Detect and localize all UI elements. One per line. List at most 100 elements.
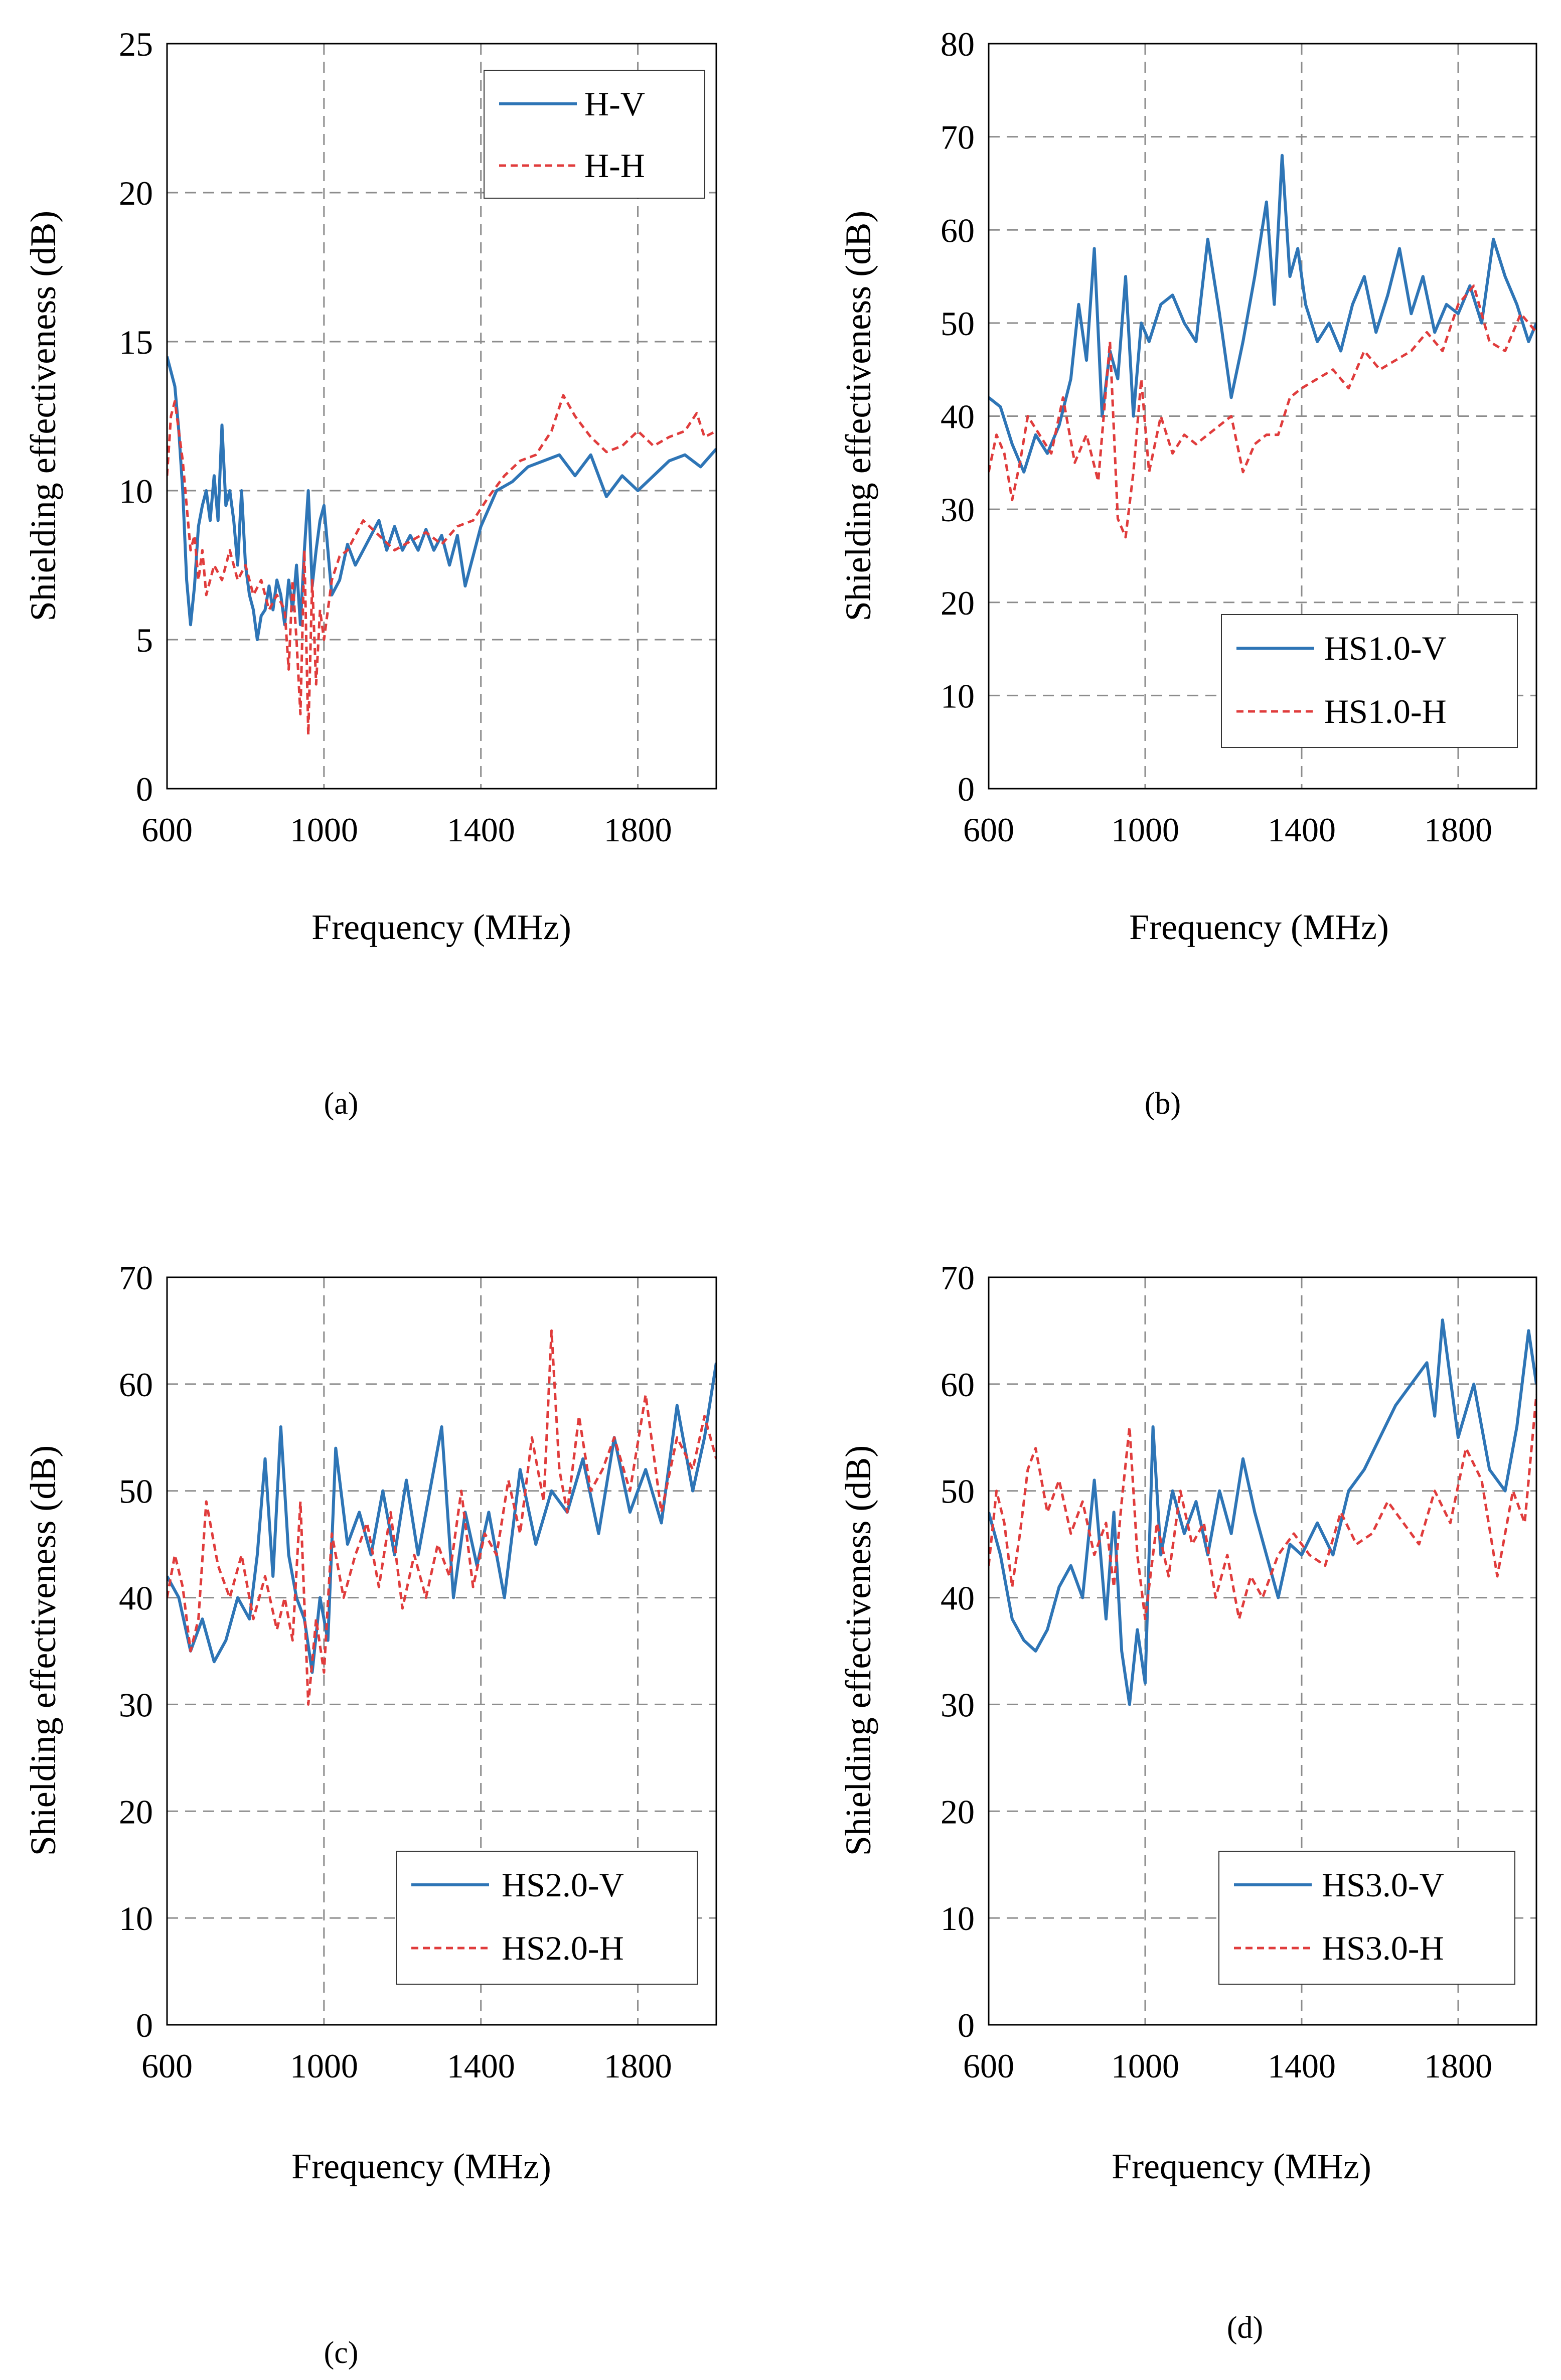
plot-frame [988, 1276, 1537, 2026]
x-tick-label: 1000 [290, 2047, 358, 2085]
x-tick-label: 1800 [1424, 811, 1492, 849]
series-line-hs1-0-v [989, 154, 1536, 474]
panel-caption: (b) [1145, 1087, 1181, 1121]
x-tick-label: 600 [141, 2047, 193, 2085]
y-tick-label: 0 [136, 770, 153, 808]
x-axis-title: Frequency (MHz) [311, 907, 571, 947]
x-tick-label: 1000 [1111, 2047, 1179, 2085]
x-tick-label: 1800 [1424, 2047, 1492, 2085]
x-tick-labels: 600 1000 1400 1800 [141, 811, 672, 849]
y-tick-label: 70 [941, 118, 975, 157]
y-tick-label: 30 [119, 1686, 153, 1724]
plot-frame [166, 1276, 717, 2026]
x-tick-label: 1000 [1111, 811, 1179, 849]
y-tick-label: 20 [941, 1793, 975, 1831]
panel-caption: (c) [324, 2336, 359, 2370]
y-tick-label: 20 [119, 1793, 153, 1831]
y-axis-title: Shielding effectiveness (dB) [23, 1445, 63, 1856]
x-axis-title: Frequency (MHz) [291, 2146, 551, 2186]
panel-caption: (a) [324, 1087, 359, 1121]
y-tick-label: 0 [136, 2006, 153, 2044]
y-tick-labels: 0 10 20 30 40 50 60 70 80 [941, 25, 975, 808]
legend: H-V H-H [484, 70, 705, 199]
panel-b: 0 10 20 30 40 50 60 70 80 600 1000 1400 1800 Shield… [838, 25, 1537, 1121]
series-line-hs2-0-h [167, 1329, 716, 1706]
panel-c: 0 10 20 30 40 50 60 70 600 1000 1400 1800 Shieldin… [23, 1259, 717, 2370]
y-tick-label: 80 [941, 25, 975, 63]
legend-label-hs1-0-v: HS1.0-V [1324, 629, 1447, 667]
panel-d: 0 10 20 30 40 50 60 70 600 1000 1400 1800 Shieldin… [838, 1259, 1537, 2345]
y-tick-label: 60 [119, 1366, 153, 1404]
legend-label-hs3-0-v: HS3.0-V [1322, 1866, 1444, 1904]
x-tick-label: 600 [141, 811, 193, 849]
y-tick-label: 30 [941, 1686, 975, 1724]
x-tick-labels: 600 1000 1400 1800 [963, 811, 1492, 849]
legend-label-hs2-0-v: HS2.0-V [502, 1866, 624, 1904]
y-tick-label: 40 [119, 1579, 153, 1617]
series-line-hs2-0-v [167, 1362, 716, 1674]
legend-box [484, 70, 705, 199]
plot-frame [988, 43, 1537, 790]
panel-caption: (d) [1227, 2311, 1263, 2345]
y-tick-label: 10 [119, 1899, 153, 1938]
legend: HS1.0-V HS1.0-H [1221, 614, 1518, 748]
x-axis-title: Frequency (MHz) [1129, 907, 1389, 947]
y-tick-label: 40 [941, 398, 975, 436]
panel-a: 0 5 10 15 20 25 600 1000 1400 1800 Shielding eff… [23, 25, 717, 1121]
y-tick-labels: 0 10 20 30 40 50 60 70 [119, 1259, 153, 2044]
x-tick-label: 1800 [604, 811, 672, 849]
x-tick-labels: 600 1000 1400 1800 [141, 2047, 672, 2085]
y-tick-label: 20 [941, 584, 975, 622]
y-tick-label: 10 [119, 472, 153, 510]
legend-box [396, 1851, 698, 1985]
y-tick-label: 25 [119, 25, 153, 63]
y-tick-label: 60 [941, 211, 975, 249]
y-tick-label: 70 [119, 1259, 153, 1297]
x-tick-label: 600 [963, 2047, 1014, 2085]
x-tick-label: 1400 [447, 811, 515, 849]
y-tick-label: 15 [119, 323, 153, 361]
y-tick-label: 50 [941, 305, 975, 343]
x-tick-labels: 600 1000 1400 1800 [963, 2047, 1492, 2085]
x-tick-label: 1400 [1268, 811, 1336, 849]
y-tick-labels: 0 10 20 30 40 50 60 70 [941, 1259, 975, 2044]
legend-label-hs2-0-h: HS2.0-H [502, 1929, 624, 1967]
x-tick-label: 1800 [604, 2047, 672, 2085]
x-tick-label: 1400 [447, 2047, 515, 2085]
y-tick-label: 5 [136, 621, 153, 659]
y-tick-label: 0 [958, 2006, 975, 2044]
y-tick-label: 70 [941, 1259, 975, 1297]
series-line-h-v [167, 356, 716, 641]
legend-label-hs1-0-h: HS1.0-H [1324, 692, 1447, 730]
x-tick-label: 600 [963, 811, 1014, 849]
y-tick-label: 10 [941, 1899, 975, 1938]
x-axis-title: Frequency (MHz) [1112, 2146, 1371, 2186]
legend-label-hs3-0-h: HS3.0-H [1322, 1929, 1444, 1967]
legend: HS2.0-V HS2.0-H [396, 1851, 698, 1985]
y-axis-title: Shielding effectiveness (dB) [23, 211, 63, 621]
y-tick-label: 0 [958, 770, 975, 808]
legend: HS3.0-V HS3.0-H [1218, 1851, 1515, 1985]
legend-box [1221, 614, 1518, 748]
y-tick-label: 30 [941, 491, 975, 529]
y-tick-label: 60 [941, 1366, 975, 1404]
x-tick-label: 1400 [1268, 2047, 1336, 2085]
plot-frame [166, 43, 717, 790]
y-axis-title: Shielding effectiveness (dB) [838, 1445, 878, 1856]
series-line-hs3-0-v [989, 1318, 1536, 1706]
legend-label-h-h: H-H [584, 146, 645, 185]
series-line-hs1-0-h [989, 284, 1536, 539]
y-tick-label: 40 [941, 1579, 975, 1617]
y-tick-label: 10 [941, 677, 975, 715]
y-tick-label: 20 [119, 174, 153, 212]
y-axis-title: Shielding effectiveness (dB) [838, 211, 878, 621]
series-line-h-h [167, 394, 716, 736]
series-line-hs3-0-h [989, 1394, 1536, 1620]
legend-label-h-v: H-V [584, 85, 645, 123]
y-tick-label: 50 [941, 1472, 975, 1511]
legend-box [1218, 1851, 1515, 1985]
y-tick-labels: 0 5 10 15 20 25 [119, 25, 153, 808]
y-tick-label: 50 [119, 1472, 153, 1511]
x-tick-label: 1000 [290, 811, 358, 849]
